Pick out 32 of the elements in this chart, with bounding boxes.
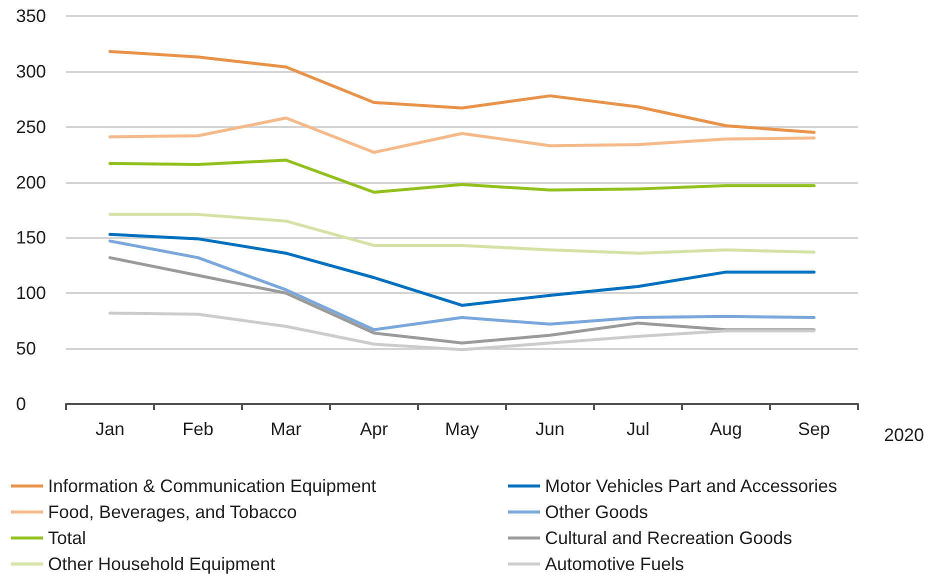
x-tick-label: Feb — [182, 419, 214, 439]
legend-label: Food, Beverages, and Tobacco — [48, 502, 297, 522]
x-tick-label: Jan — [95, 419, 125, 439]
x-tick-label: May — [444, 419, 480, 439]
legend-label: Motor Vehicles Part and Accessories — [545, 476, 838, 496]
x-tick-label: Jun — [535, 419, 565, 439]
x-tick-label: Aug — [710, 419, 742, 439]
y-tick-label: 350 — [16, 6, 46, 26]
y-tick-label: 250 — [16, 116, 46, 137]
x-tick-label: Jul — [626, 419, 650, 439]
x-tick-label: Apr — [360, 419, 388, 439]
line-series — [108, 158, 816, 194]
y-tick-label: 0 — [16, 394, 26, 414]
legend-label: Automotive Fuels — [545, 554, 684, 574]
line-series — [108, 240, 816, 332]
y-tick-label: 200 — [16, 172, 46, 192]
line-series — [108, 232, 816, 307]
x-tick-label: Mar — [270, 419, 302, 439]
x-tick-label: Sep — [798, 419, 830, 439]
legend-label: Total — [48, 528, 86, 548]
y-tick-label: 50 — [16, 338, 36, 359]
legend-label: Other Goods — [545, 502, 648, 522]
line-series — [108, 50, 816, 134]
y-tick-label: 150 — [16, 228, 46, 248]
x-axis-title: 2020 — [884, 425, 924, 445]
line-series — [108, 116, 816, 154]
y-tick-label: 300 — [16, 61, 46, 82]
y-tick-label: 100 — [16, 283, 46, 304]
line-series — [108, 212, 816, 255]
legend-label: Cultural and Recreation Goods — [545, 528, 792, 548]
legend-label: Information & Communication Equipment — [48, 476, 376, 496]
legend-label: Other Household Equipment — [48, 554, 276, 574]
